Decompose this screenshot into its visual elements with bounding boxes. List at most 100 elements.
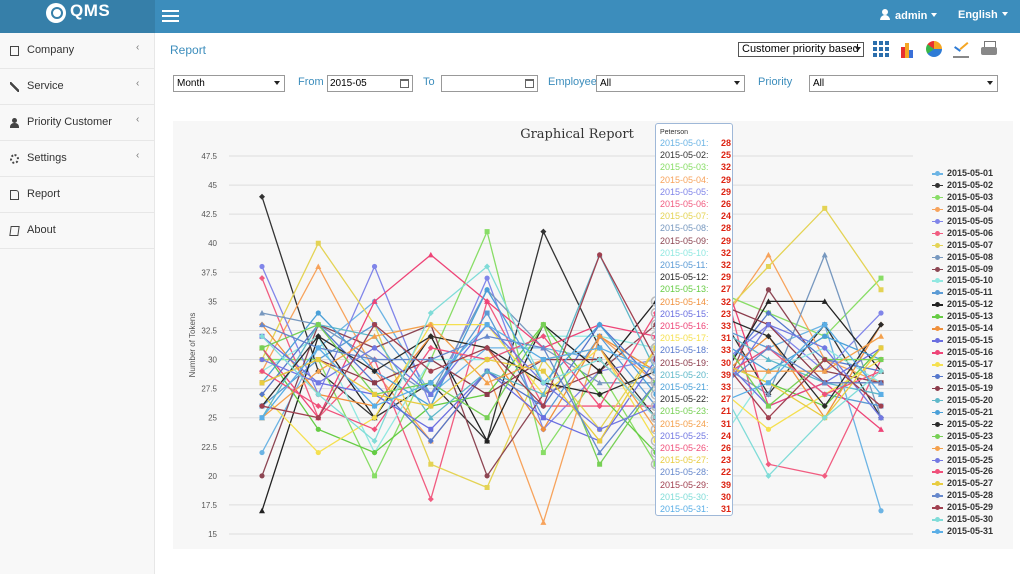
tooltip-value: 29 (721, 235, 732, 246)
series-line (261, 196, 882, 443)
legend-item[interactable]: 2015-05-10 (932, 275, 1020, 287)
from-date-input[interactable]: 2015-05 (327, 75, 413, 92)
user-menu[interactable]: admin (880, 9, 938, 22)
series-line (261, 324, 881, 454)
calendar-icon[interactable] (400, 79, 409, 88)
tooltip-value: 24 (721, 430, 732, 441)
legend-item[interactable]: 2015-05-16 (932, 347, 1020, 359)
caret-down-icon (855, 47, 861, 51)
data-point (878, 333, 884, 339)
legend-item[interactable]: 2015-05-24 (932, 443, 1020, 455)
tooltip-row: 2015-05-04: 29 (660, 175, 732, 187)
data-point (765, 298, 772, 304)
legend-item[interactable]: 2015-05-06 (932, 228, 1020, 240)
legend-item[interactable]: 2015-05-12 (932, 299, 1020, 311)
legend-item[interactable]: 2015-05-22 (932, 419, 1020, 431)
legend-item[interactable]: 2015-05-01 (932, 168, 1020, 180)
data-point (315, 415, 321, 421)
line-chart[interactable]: 47.5 45 42.5 40 37.5 35 32.5 30 27.5 25 22.5 20 17.5… (173, 121, 1013, 549)
legend-label: 2015-05-06 (947, 227, 994, 238)
legend-label: 2015-05-14 (947, 323, 994, 334)
data-point (371, 263, 378, 270)
legend-marker-icon (935, 433, 940, 439)
app-logo[interactable]: QMS (0, 0, 155, 33)
data-point (428, 403, 434, 409)
legend-item[interactable]: 2015-05-21 (932, 407, 1020, 419)
sidebar-item-settings[interactable]: Settings ‹ (0, 141, 154, 177)
sidebar-item-priority-customer[interactable]: Priority Customer ‹ (0, 105, 154, 141)
sidebar-item-report[interactable]: Report (0, 177, 154, 213)
legend-item[interactable]: 2015-05-19 (932, 383, 1020, 395)
chart-panel: Graphical Report 47.5 45 42.5 40 37.5 35 32.5 3… (173, 121, 1013, 549)
legend-item[interactable]: 2015-05-08 (932, 252, 1020, 264)
data-point (484, 368, 491, 374)
legend-item[interactable]: 2015-05-07 (932, 240, 1020, 252)
pie-chart-icon[interactable] (926, 41, 942, 57)
legend-item[interactable]: 2015-05-17 (932, 359, 1020, 371)
tooltip-date: 2015-05-18: (660, 345, 709, 356)
tooltip-value: 29 (721, 174, 732, 185)
priority-select[interactable]: All (809, 75, 998, 92)
data-point (427, 414, 434, 421)
grid-icon[interactable] (873, 41, 889, 58)
tooltip-date: 2015-05-07: (660, 211, 709, 222)
sidebar-item-service[interactable]: Service ‹ (0, 69, 154, 105)
period-select[interactable]: Month (173, 75, 285, 92)
to-date-input[interactable] (441, 75, 538, 92)
legend-item[interactable]: 2015-05-26 (932, 466, 1020, 478)
legend-item[interactable]: 2015-05-14 (932, 323, 1020, 335)
line-chart-icon[interactable] (953, 41, 969, 58)
y-tick-label: 30 (208, 356, 217, 365)
sidebar-item-about[interactable]: About (0, 213, 154, 249)
legend-item[interactable]: 2015-05-02 (932, 180, 1020, 192)
tooltip-row: 2015-05-13: 27 (660, 284, 732, 296)
legend-label: 2015-05-25 (947, 454, 994, 465)
data-point (765, 472, 772, 479)
legend-marker-icon (935, 206, 940, 212)
legend-item[interactable]: 2015-05-11 (932, 287, 1020, 299)
chevron-left-icon: ‹ (136, 42, 140, 53)
employee-select[interactable]: All (596, 75, 745, 92)
legend-item[interactable]: 2015-05-25 (932, 455, 1020, 467)
tooltip-value: 25 (721, 150, 732, 161)
tooltip-date: 2015-05-14: (660, 296, 709, 307)
tooltip-value: 29 (721, 272, 732, 283)
data-point (878, 415, 884, 421)
data-point (596, 356, 603, 363)
legend-item[interactable]: 2015-05-30 (932, 514, 1020, 526)
legend-label: 2015-05-18 (947, 370, 994, 381)
bar-chart-icon[interactable] (899, 41, 915, 58)
print-icon[interactable] (981, 41, 997, 58)
y-tick-label: 37.5 (201, 268, 217, 277)
legend-item[interactable]: 2015-05-27 (932, 478, 1020, 490)
data-point (427, 437, 434, 444)
legend-item[interactable]: 2015-05-29 (932, 502, 1020, 514)
legend-item[interactable]: 2015-05-31 (932, 526, 1020, 538)
series-line (261, 265, 882, 477)
data-point (878, 357, 884, 363)
data-point (878, 508, 884, 514)
legend-item[interactable]: 2015-05-04 (932, 204, 1020, 216)
tooltip-date: 2015-05-04: (660, 174, 709, 185)
legend-item[interactable]: 2015-05-03 (932, 192, 1020, 204)
legend-item[interactable]: 2015-05-20 (932, 395, 1020, 407)
legend-item[interactable]: 2015-05-09 (932, 264, 1020, 276)
data-point (540, 403, 546, 409)
data-point (540, 426, 547, 433)
legend-item[interactable]: 2015-05-23 (932, 431, 1020, 443)
report-type-select[interactable]: Customer priority based (738, 42, 864, 57)
legend-marker-icon (935, 254, 940, 260)
language-menu[interactable]: English (958, 9, 1008, 21)
data-point (596, 403, 603, 410)
menu-toggle-button[interactable] (162, 10, 179, 22)
legend-item[interactable]: 2015-05-28 (932, 490, 1020, 502)
sidebar-item-company[interactable]: Company ‹ (0, 33, 154, 69)
legend-item[interactable]: 2015-05-13 (932, 311, 1020, 323)
legend-item[interactable]: 2015-05-05 (932, 216, 1020, 228)
calendar-icon[interactable] (525, 79, 534, 88)
data-point (259, 321, 265, 328)
tooltip-row: 2015-05-23: 21 (660, 406, 732, 418)
legend-item[interactable]: 2015-05-15 (932, 335, 1020, 347)
legend-item[interactable]: 2015-05-18 (932, 371, 1020, 383)
legend-marker-icon (935, 385, 940, 391)
